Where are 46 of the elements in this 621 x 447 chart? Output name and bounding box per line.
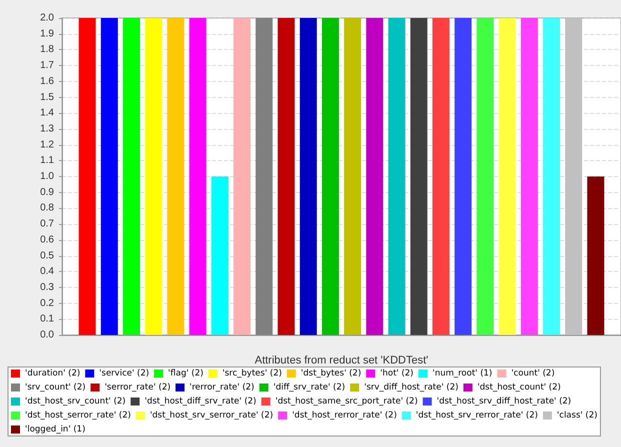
y-tick-label: 0.3 [40,282,54,293]
legend-label: 'dst_host_serror_rate' (2) [25,410,131,420]
legend-label: 'dst_host_srv_rerror_rate' (2) [416,410,538,420]
legend-label: 'service' (2) [99,368,150,378]
y-tick-label: 1.7 [40,60,54,72]
legend-label: 'dst_host_diff_srv_rate' (2) [144,396,256,406]
y-tick-label: 1.6 [40,76,54,87]
y-tick-label: 1.4 [40,108,54,119]
legend-label: 'dst_host_rerror_rate' (2) [292,410,397,420]
legend-label: 'serror_rate' (2) [104,382,171,392]
y-tick-label: 0.0 [40,330,54,340]
legend-label: 'hot' (2) [380,368,414,378]
x-axis-title: Attributes from reduct set 'KDDTest' [254,354,428,366]
legend-label: 'duration' (2) [25,368,80,378]
y-tick-label: 0.4 [40,266,54,278]
y-tick-label: 1.2 [40,139,54,150]
y-tick-label: 1.5 [40,92,54,103]
legend-label: 'dst_bytes' (2) [300,368,362,378]
legend-label: 'dst_host_count' (2) [477,382,561,392]
legend-label: 'count' (2) [511,368,555,378]
y-tick-label: 0.5 [40,250,54,262]
y-tick-label: 1.0 [40,171,54,182]
y-tick-label: 0.7 [40,218,54,230]
legend-label: 'flag' (2) [168,368,204,378]
y-tick-label: 1.3 [40,123,54,134]
legend-label: 'dst_host_srv_diff_host_rate' (2) [436,396,572,406]
y-tick-label: 0.6 [40,234,54,246]
y-tick-label: 1.1 [40,155,54,166]
legend-label: 'dst_host_same_src_port_rate' (2) [275,396,418,406]
y-tick-label: 1.9 [40,28,54,40]
legend-label: 'class' (2) [556,410,598,420]
legend-label: 'num_root' (1) [432,368,492,378]
y-tick-label: 0.8 [40,202,54,214]
legend-label: 'src_bytes' (2) [222,368,282,378]
y-tick-label: 0.9 [40,186,54,198]
legend-label: 'dst_host_srv_serror_rate' (2) [150,410,274,420]
legend-label: 'dst_host_srv_count' (2) [25,396,126,406]
y-tick-label: 0.2 [40,298,54,309]
legend-label: 'srv_count' (2) [25,382,86,392]
legend-label: 'rerror_rate' (2) [190,382,254,392]
y-tick-label: 0.1 [40,314,54,325]
y-tick-label: 2.0 [40,12,54,24]
legend-label: 'logged_in' (1) [25,424,86,434]
legend-label: 'srv_diff_host_rate' (2) [364,382,458,392]
y-tick-label: 1.8 [40,44,54,56]
legend-label: 'diff_srv_rate' (2) [273,382,346,392]
